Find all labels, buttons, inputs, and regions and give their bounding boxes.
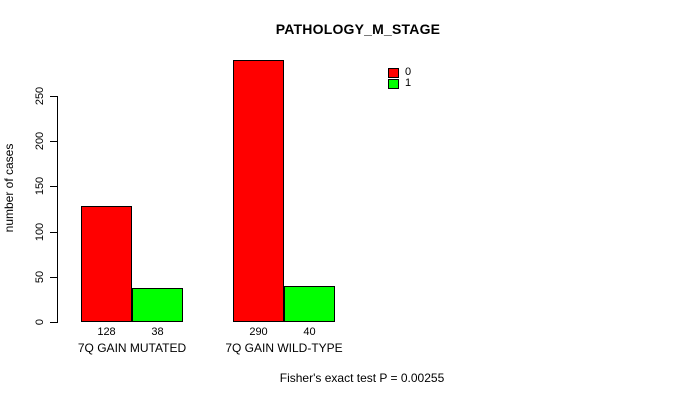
y-tick-mark-100 bbox=[50, 232, 57, 233]
y-tick-label-200: 200 bbox=[34, 131, 46, 151]
stat-annotation: Fisher's exact test P = 0.00255 bbox=[279, 371, 445, 385]
y-axis-title: number of cases bbox=[2, 143, 16, 233]
bar-value-label-group0-series0: 128 bbox=[97, 326, 116, 338]
legend-label-0: 0 bbox=[405, 66, 412, 78]
y-tick-label-100: 100 bbox=[34, 222, 46, 242]
bar-group1-series1 bbox=[284, 286, 335, 322]
category-label-1: 7Q GAIN WILD-TYPE bbox=[225, 341, 343, 355]
legend-item-0: 0 bbox=[388, 67, 411, 78]
bar-group0-series0 bbox=[81, 206, 132, 322]
legend-item-1: 1 bbox=[388, 78, 411, 89]
category-label-0: 7Q GAIN MUTATED bbox=[77, 341, 187, 355]
y-tick-label-250: 250 bbox=[34, 86, 46, 106]
legend-label-1: 1 bbox=[405, 77, 412, 89]
bar-value-label-group0-series1: 38 bbox=[151, 326, 164, 338]
y-tick-mark-0 bbox=[50, 322, 57, 323]
bar-value-label-group1-series0: 290 bbox=[249, 326, 268, 338]
chart-title: PATHOLOGY_M_STAGE bbox=[275, 21, 441, 37]
legend-swatch-green bbox=[388, 78, 399, 89]
bar-group0-series1 bbox=[132, 288, 183, 322]
legend: 0 1 bbox=[388, 67, 411, 89]
legend-swatch-red bbox=[388, 67, 399, 78]
y-tick-mark-250 bbox=[50, 96, 57, 97]
bar-group1-series0 bbox=[233, 60, 284, 322]
y-tick-label-0: 0 bbox=[34, 318, 46, 326]
y-tick-label-150: 150 bbox=[34, 176, 46, 196]
y-tick-mark-200 bbox=[50, 141, 57, 142]
y-tick-label-50: 50 bbox=[34, 270, 46, 284]
y-axis-line bbox=[57, 96, 58, 323]
y-tick-mark-50 bbox=[50, 277, 57, 278]
bar-value-label-group1-series1: 40 bbox=[303, 326, 316, 338]
y-tick-mark-150 bbox=[50, 186, 57, 187]
